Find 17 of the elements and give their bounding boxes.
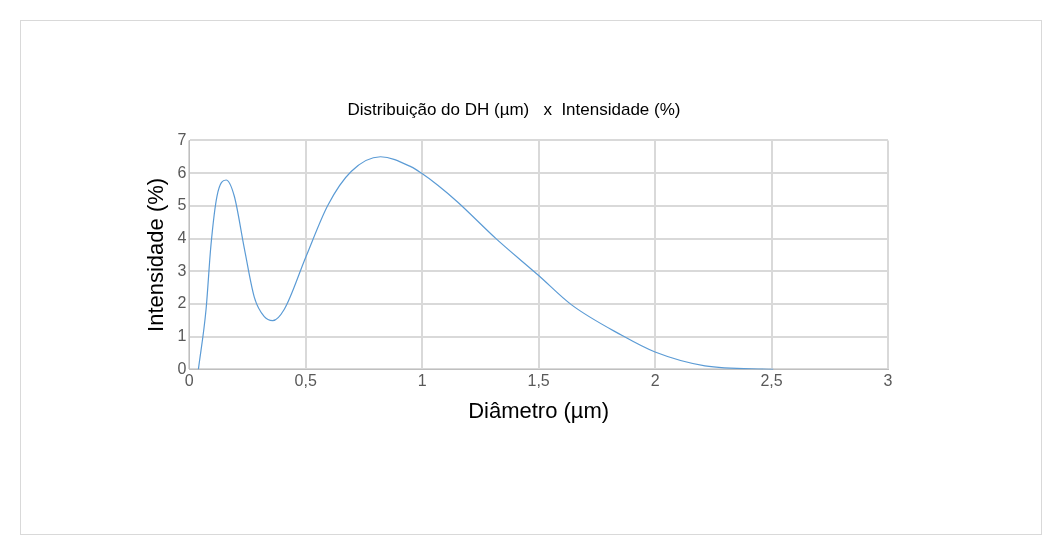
x-tick-label: 1 — [417, 372, 427, 390]
y-tick-label: 6 — [177, 163, 187, 181]
chart-title: Distribuição do DH (µm) x Intensidade (%) — [347, 99, 681, 119]
y-axis-title: Intensidade (%) — [143, 177, 169, 332]
y-tick-label: 2 — [177, 294, 187, 312]
x-tick-label: 2 — [650, 372, 660, 390]
y-tick-label: 7 — [177, 130, 187, 148]
x-tick-label: 0,5 — [294, 372, 317, 390]
y-tick-label: 3 — [177, 261, 187, 279]
y-tick-label: 0 — [177, 359, 187, 377]
y-tick-label: 4 — [177, 228, 187, 246]
y-tick-label: 5 — [177, 196, 187, 214]
x-tick-label: 3 — [883, 372, 893, 390]
x-axis-title: Diâmetro (µm) — [468, 397, 610, 423]
y-tick-label: 1 — [177, 327, 187, 345]
x-tick-label: 2,5 — [760, 372, 783, 390]
x-tick-label: 1,5 — [527, 372, 550, 390]
